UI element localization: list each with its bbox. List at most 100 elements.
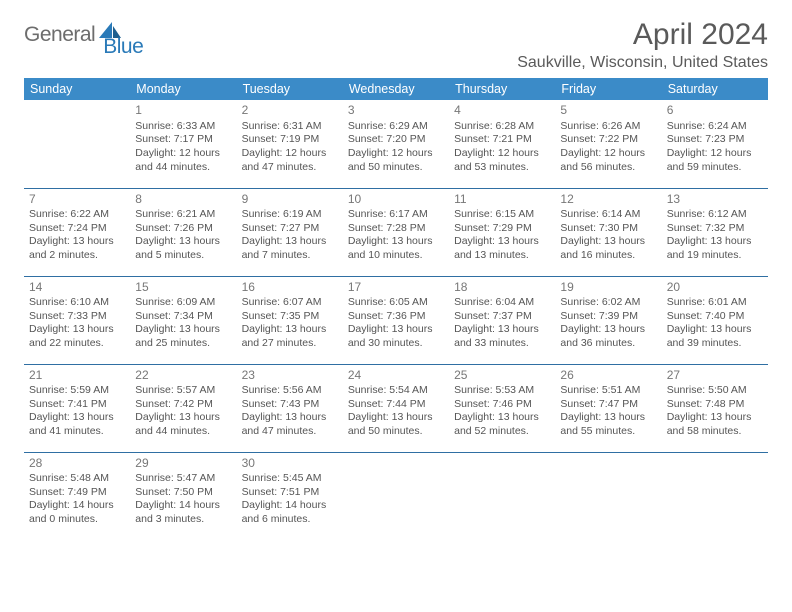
- daylight-line: Daylight: 13 hours and 10 minutes.: [348, 235, 444, 262]
- day-number: 4: [454, 103, 550, 119]
- daylight-line: Daylight: 13 hours and 2 minutes.: [29, 235, 125, 262]
- day-cell: 11Sunrise: 6:15 AMSunset: 7:29 PMDayligh…: [449, 188, 555, 276]
- sunrise-line: Sunrise: 6:24 AM: [667, 120, 763, 134]
- sunrise-line: Sunrise: 6:04 AM: [454, 296, 550, 310]
- daylight-line: Daylight: 13 hours and 58 minutes.: [667, 411, 763, 438]
- header: General Blue April 2024 Saukville, Wisco…: [24, 18, 768, 72]
- daylight-line: Daylight: 14 hours and 0 minutes.: [29, 499, 125, 526]
- daylight-line: Daylight: 13 hours and 33 minutes.: [454, 323, 550, 350]
- sunrise-line: Sunrise: 6:10 AM: [29, 296, 125, 310]
- day-cell: 26Sunrise: 5:51 AMSunset: 7:47 PMDayligh…: [555, 364, 661, 452]
- day-cell: 9Sunrise: 6:19 AMSunset: 7:27 PMDaylight…: [237, 188, 343, 276]
- sunset-line: Sunset: 7:28 PM: [348, 222, 444, 236]
- day-cell: 30Sunrise: 5:45 AMSunset: 7:51 PMDayligh…: [237, 452, 343, 540]
- sunset-line: Sunset: 7:42 PM: [135, 398, 231, 412]
- week-row: 7Sunrise: 6:22 AMSunset: 7:24 PMDaylight…: [24, 188, 768, 276]
- week-row: 21Sunrise: 5:59 AMSunset: 7:41 PMDayligh…: [24, 364, 768, 452]
- day-cell: 10Sunrise: 6:17 AMSunset: 7:28 PMDayligh…: [343, 188, 449, 276]
- sunset-line: Sunset: 7:46 PM: [454, 398, 550, 412]
- day-cell: 18Sunrise: 6:04 AMSunset: 7:37 PMDayligh…: [449, 276, 555, 364]
- sunset-line: Sunset: 7:22 PM: [560, 133, 656, 147]
- dow-header: Wednesday: [343, 78, 449, 100]
- week-row: 14Sunrise: 6:10 AMSunset: 7:33 PMDayligh…: [24, 276, 768, 364]
- day-number: 26: [560, 368, 656, 384]
- daylight-line: Daylight: 14 hours and 3 minutes.: [135, 499, 231, 526]
- dow-header: Friday: [555, 78, 661, 100]
- sunrise-line: Sunrise: 5:48 AM: [29, 472, 125, 486]
- day-number: 27: [667, 368, 763, 384]
- day-number: 20: [667, 280, 763, 296]
- day-cell: 7Sunrise: 6:22 AMSunset: 7:24 PMDaylight…: [24, 188, 130, 276]
- month-title: April 2024: [517, 18, 768, 52]
- day-cell: 25Sunrise: 5:53 AMSunset: 7:46 PMDayligh…: [449, 364, 555, 452]
- week-row: 28Sunrise: 5:48 AMSunset: 7:49 PMDayligh…: [24, 452, 768, 540]
- daylight-line: Daylight: 13 hours and 55 minutes.: [560, 411, 656, 438]
- sunset-line: Sunset: 7:17 PM: [135, 133, 231, 147]
- day-cell: 4Sunrise: 6:28 AMSunset: 7:21 PMDaylight…: [449, 100, 555, 188]
- daylight-line: Daylight: 13 hours and 44 minutes.: [135, 411, 231, 438]
- day-number: 23: [242, 368, 338, 384]
- title-block: April 2024 Saukville, Wisconsin, United …: [517, 18, 768, 72]
- day-number: 12: [560, 192, 656, 208]
- day-cell: 17Sunrise: 6:05 AMSunset: 7:36 PMDayligh…: [343, 276, 449, 364]
- calendar-body: 1Sunrise: 6:33 AMSunset: 7:17 PMDaylight…: [24, 100, 768, 540]
- location-text: Saukville, Wisconsin, United States: [517, 54, 768, 72]
- day-number: 8: [135, 192, 231, 208]
- sunrise-line: Sunrise: 5:59 AM: [29, 384, 125, 398]
- daylight-line: Daylight: 12 hours and 59 minutes.: [667, 147, 763, 174]
- daylight-line: Daylight: 13 hours and 13 minutes.: [454, 235, 550, 262]
- sunrise-line: Sunrise: 5:47 AM: [135, 472, 231, 486]
- day-cell: 21Sunrise: 5:59 AMSunset: 7:41 PMDayligh…: [24, 364, 130, 452]
- day-number: 11: [454, 192, 550, 208]
- day-number: 2: [242, 103, 338, 119]
- calendar-page: General Blue April 2024 Saukville, Wisco…: [0, 0, 792, 540]
- sunset-line: Sunset: 7:40 PM: [667, 310, 763, 324]
- sunset-line: Sunset: 7:35 PM: [242, 310, 338, 324]
- daylight-line: Daylight: 13 hours and 19 minutes.: [667, 235, 763, 262]
- day-number: 17: [348, 280, 444, 296]
- day-cell: 1Sunrise: 6:33 AMSunset: 7:17 PMDaylight…: [130, 100, 236, 188]
- day-number: 9: [242, 192, 338, 208]
- day-number: 15: [135, 280, 231, 296]
- sunrise-line: Sunrise: 5:54 AM: [348, 384, 444, 398]
- day-cell: 19Sunrise: 6:02 AMSunset: 7:39 PMDayligh…: [555, 276, 661, 364]
- sunset-line: Sunset: 7:48 PM: [667, 398, 763, 412]
- sunrise-line: Sunrise: 6:14 AM: [560, 208, 656, 222]
- sunset-line: Sunset: 7:32 PM: [667, 222, 763, 236]
- day-number: 28: [29, 456, 125, 472]
- daylight-line: Daylight: 13 hours and 22 minutes.: [29, 323, 125, 350]
- sunset-line: Sunset: 7:24 PM: [29, 222, 125, 236]
- sunrise-line: Sunrise: 6:15 AM: [454, 208, 550, 222]
- dow-header: Saturday: [662, 78, 768, 100]
- sunrise-line: Sunrise: 6:33 AM: [135, 120, 231, 134]
- day-number: 13: [667, 192, 763, 208]
- day-cell: 27Sunrise: 5:50 AMSunset: 7:48 PMDayligh…: [662, 364, 768, 452]
- day-cell: 13Sunrise: 6:12 AMSunset: 7:32 PMDayligh…: [662, 188, 768, 276]
- dow-header: Tuesday: [237, 78, 343, 100]
- dow-header: Sunday: [24, 78, 130, 100]
- sunset-line: Sunset: 7:26 PM: [135, 222, 231, 236]
- sunset-line: Sunset: 7:29 PM: [454, 222, 550, 236]
- day-cell: 15Sunrise: 6:09 AMSunset: 7:34 PMDayligh…: [130, 276, 236, 364]
- logo-text-general: General: [24, 23, 95, 47]
- day-number: 14: [29, 280, 125, 296]
- logo-text-blue: Blue: [103, 35, 143, 59]
- sunrise-line: Sunrise: 6:02 AM: [560, 296, 656, 310]
- sunrise-line: Sunrise: 6:26 AM: [560, 120, 656, 134]
- day-number: 30: [242, 456, 338, 472]
- sunset-line: Sunset: 7:30 PM: [560, 222, 656, 236]
- day-cell: 3Sunrise: 6:29 AMSunset: 7:20 PMDaylight…: [343, 100, 449, 188]
- sunset-line: Sunset: 7:19 PM: [242, 133, 338, 147]
- sunrise-line: Sunrise: 5:57 AM: [135, 384, 231, 398]
- sunrise-line: Sunrise: 5:53 AM: [454, 384, 550, 398]
- day-number: 24: [348, 368, 444, 384]
- sunset-line: Sunset: 7:33 PM: [29, 310, 125, 324]
- sunset-line: Sunset: 7:34 PM: [135, 310, 231, 324]
- day-number: 19: [560, 280, 656, 296]
- daylight-line: Daylight: 13 hours and 27 minutes.: [242, 323, 338, 350]
- day-number: 3: [348, 103, 444, 119]
- sunset-line: Sunset: 7:21 PM: [454, 133, 550, 147]
- sunset-line: Sunset: 7:44 PM: [348, 398, 444, 412]
- day-number: 22: [135, 368, 231, 384]
- daylight-line: Daylight: 13 hours and 7 minutes.: [242, 235, 338, 262]
